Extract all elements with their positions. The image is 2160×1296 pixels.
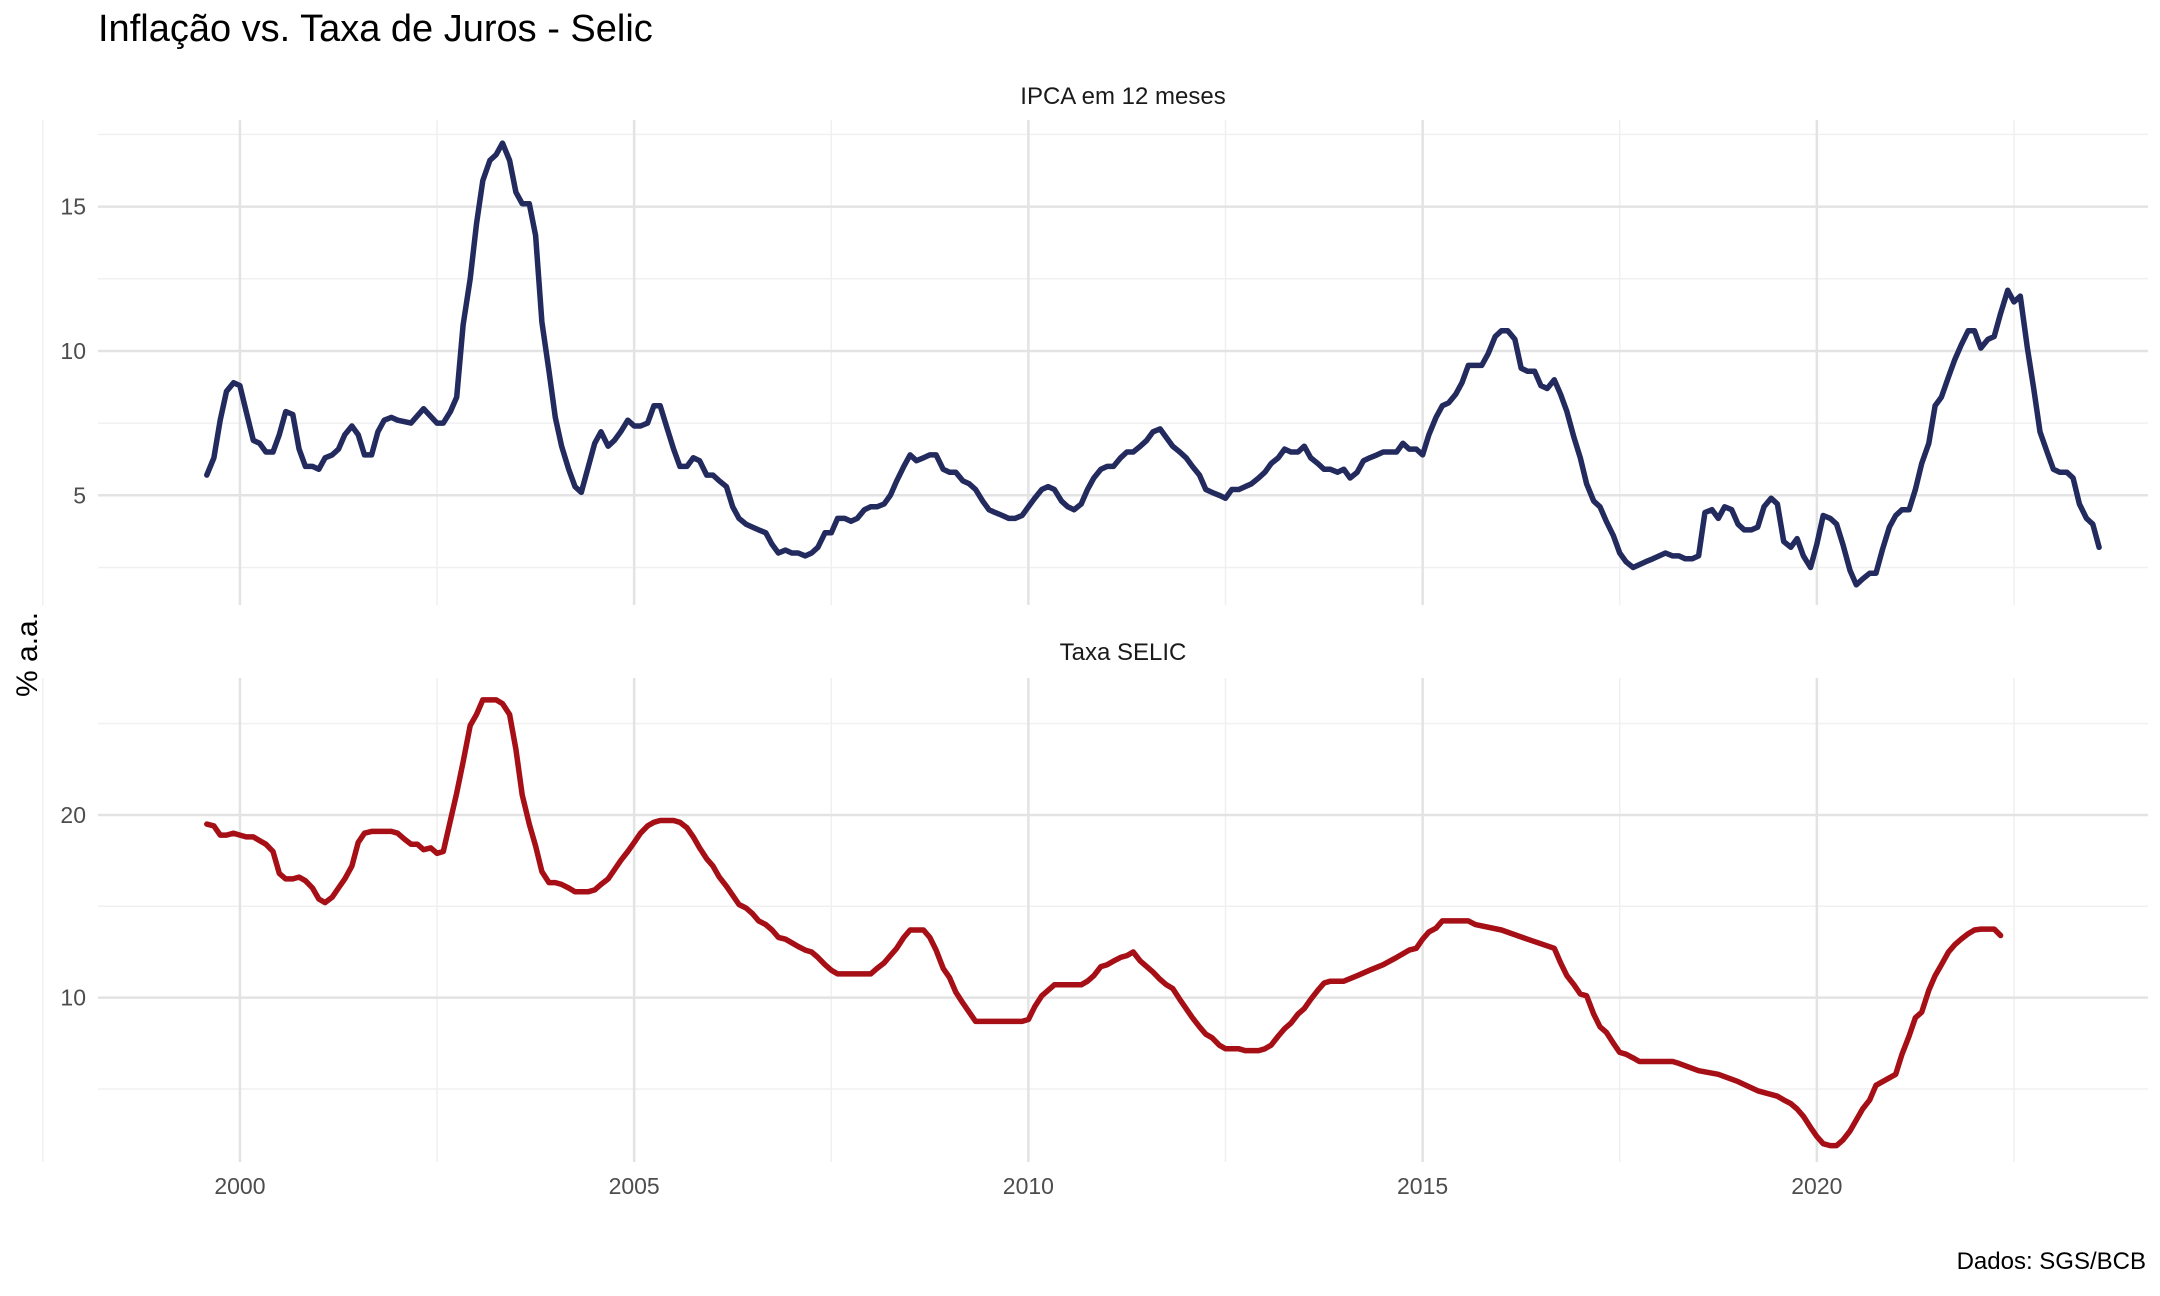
- panel-selic: 10 20 Taxa SELIC: [42, 639, 2148, 1162]
- x-tick-label: 2015: [1397, 1173, 1448, 1199]
- x-tick-label: 2000: [214, 1173, 265, 1199]
- series-line: [204, 140, 2102, 588]
- x-tick-label: 2020: [1791, 1173, 1842, 1199]
- y-tick-label: 10: [60, 985, 86, 1011]
- panel-strip-label: Taxa SELIC: [1060, 639, 1187, 666]
- y-tick-label: 15: [60, 194, 86, 220]
- x-tick-label: 2005: [609, 1173, 660, 1199]
- chart-caption: Dados: SGS/BCB: [1956, 1248, 2146, 1275]
- y-tick-label: 10: [60, 338, 86, 364]
- x-tick-label: 2010: [1003, 1173, 1054, 1199]
- x-axis: 2000 2005 2010 2015 2020: [214, 1173, 1842, 1199]
- series-line: [204, 697, 2004, 1149]
- panel-ipca: 5 10 15 IPCA em 12 meses: [42, 83, 2148, 605]
- chart-title: Inflação vs. Taxa de Juros - Selic: [98, 8, 653, 50]
- y-tick-label: 20: [60, 802, 86, 828]
- y-tick-label: 5: [73, 482, 86, 508]
- panel-strip-label: IPCA em 12 meses: [1020, 83, 1225, 110]
